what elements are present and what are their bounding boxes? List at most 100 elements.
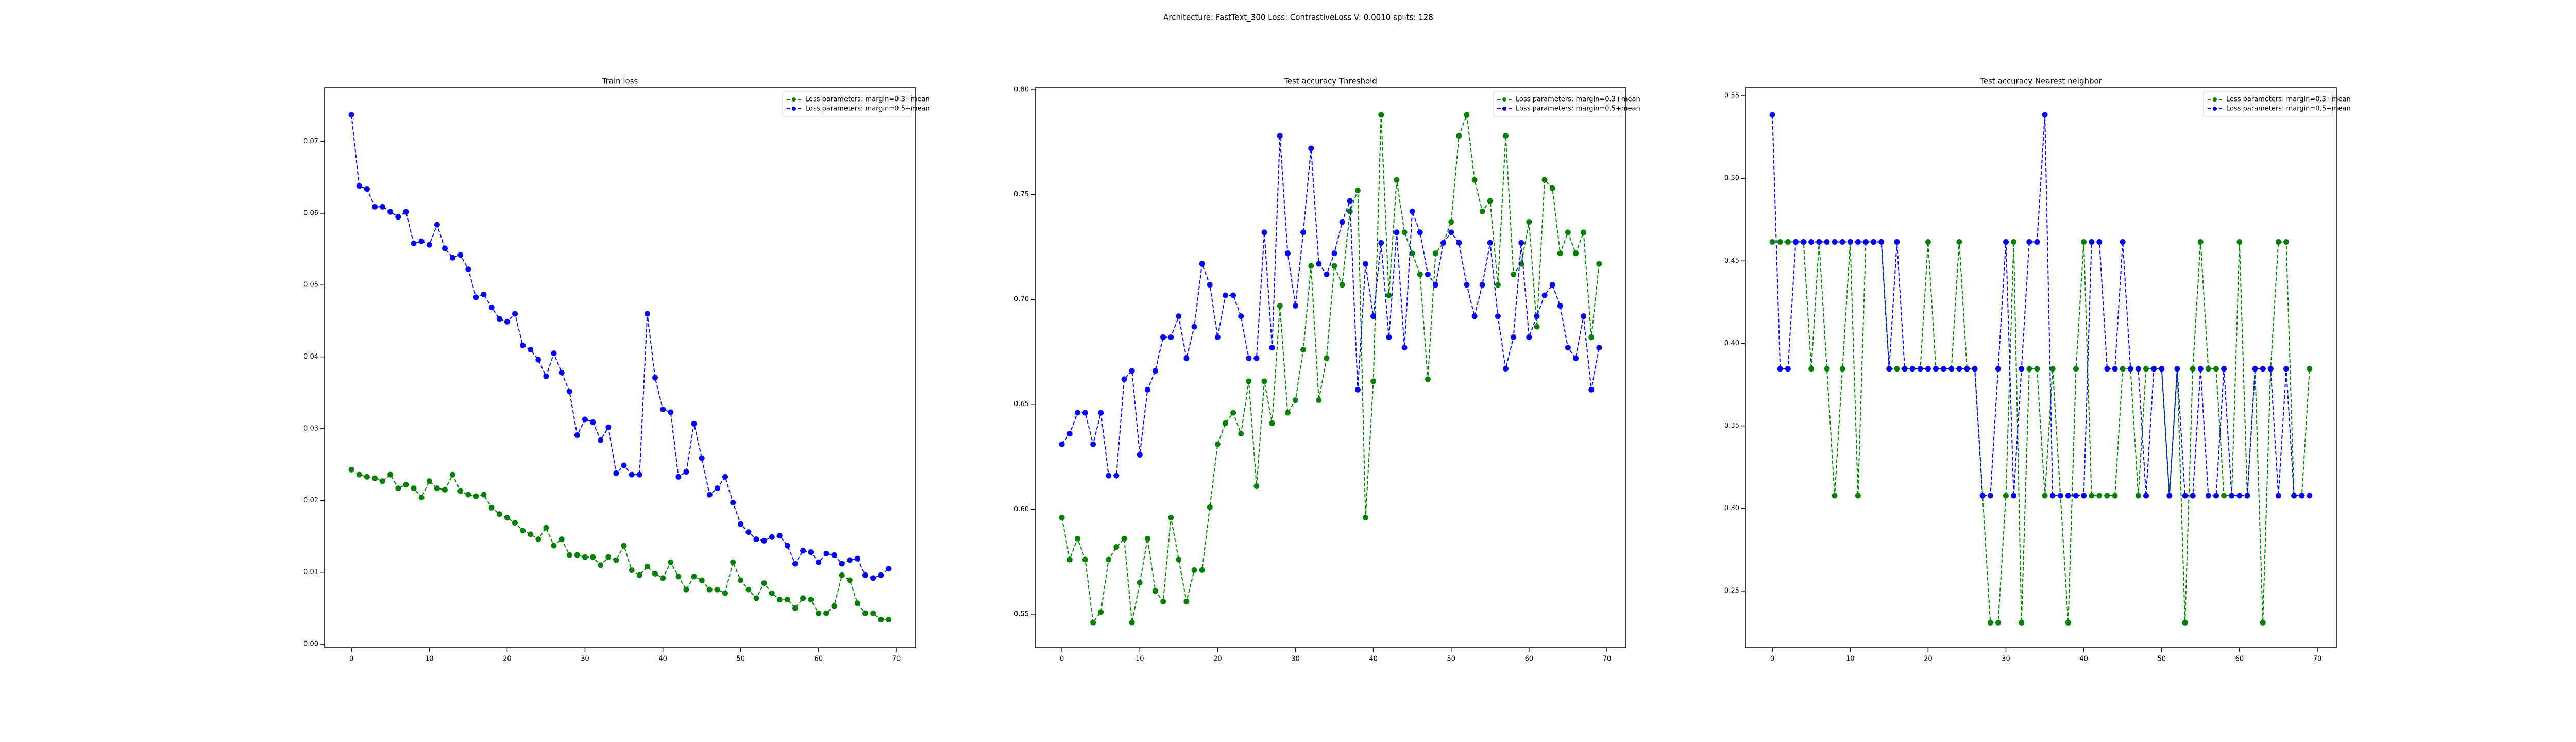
series-line [1061, 136, 1600, 477]
data-point [808, 549, 814, 555]
data-point [2143, 493, 2149, 499]
data-point [1534, 324, 1540, 330]
subplot-title: Train loss [602, 77, 638, 86]
data-point [652, 375, 658, 381]
data-point [504, 515, 510, 521]
data-point [839, 572, 845, 578]
data-point [2019, 619, 2025, 626]
data-point [1417, 229, 1423, 235]
data-point [1824, 366, 1830, 372]
data-point [2190, 366, 2196, 372]
data-point [2120, 239, 2126, 245]
data-point [1972, 366, 1978, 372]
data-point [675, 474, 682, 480]
data-point [1137, 451, 1143, 458]
data-point [2096, 493, 2103, 499]
data-point [1433, 282, 1439, 288]
data-point [846, 577, 853, 583]
data-point [2182, 493, 2188, 499]
data-point [800, 595, 806, 601]
data-point [1152, 368, 1158, 374]
data-point [1292, 302, 1298, 309]
data-point [1378, 112, 1384, 118]
data-point [1871, 239, 1877, 245]
plot-area [1059, 112, 1602, 626]
x-tick-label: 70 [892, 655, 901, 663]
data-point [1987, 619, 1993, 626]
data-point [2307, 493, 2313, 499]
data-point [846, 557, 853, 563]
data-point [1581, 313, 1587, 319]
legend-box [782, 91, 912, 117]
figure-title: Architecture: FastText_300 Loss: Contras… [1163, 13, 1433, 23]
y-tick-label: 0.00 [303, 640, 318, 648]
data-point [2120, 366, 2126, 372]
series-line [351, 469, 889, 620]
data-point [1479, 208, 1485, 214]
data-point [1557, 250, 1563, 257]
data-point [722, 590, 728, 596]
x-tick-label: 10 [425, 655, 434, 663]
legend-label: Loss parameters: margin=0.3+mean [2226, 96, 2351, 104]
data-point [543, 373, 549, 379]
data-point [535, 536, 541, 543]
data-point [2089, 493, 2095, 499]
data-point [590, 419, 596, 425]
data-point [411, 240, 417, 246]
data-point [2197, 366, 2204, 372]
data-point [621, 543, 627, 549]
data-point [520, 342, 526, 348]
data-point [862, 610, 869, 616]
data-point [706, 586, 713, 593]
data-point [1098, 609, 1104, 615]
data-point [2073, 493, 2079, 499]
x-tick-label: 20 [1924, 655, 1933, 663]
data-point [699, 455, 705, 461]
data-point [481, 492, 487, 498]
data-point [1565, 345, 1571, 351]
data-point [371, 475, 378, 481]
data-point [1269, 420, 1275, 426]
data-point [1777, 366, 1783, 372]
data-point [1378, 240, 1384, 246]
data-point [1386, 334, 1392, 340]
data-point [356, 183, 362, 189]
data-point [2042, 112, 2048, 118]
data-point [1246, 355, 1252, 361]
data-point [1987, 493, 1993, 499]
data-point [2127, 366, 2133, 372]
data-point [753, 595, 759, 601]
data-point [652, 570, 658, 577]
y-tick-label: 0.60 [1014, 505, 1029, 513]
data-point [761, 537, 767, 544]
x-tick-label: 60 [815, 655, 823, 663]
subplot: Train loss 0.00 0.01 0.02 0.03 0.04 0.05 0.06 0.… [303, 77, 930, 663]
data-point [1573, 250, 1579, 257]
data-point [1222, 420, 1228, 426]
data-point [1331, 250, 1337, 257]
data-point [823, 550, 829, 556]
data-point [1160, 334, 1166, 340]
data-point [1464, 112, 1470, 118]
data-point [784, 543, 790, 549]
data-point [776, 597, 783, 603]
data-point [1471, 313, 1478, 319]
data-point [1074, 410, 1080, 416]
data-point [2190, 493, 2196, 499]
data-point [668, 409, 674, 415]
data-point [1199, 567, 1205, 573]
y-tick-label: 0.02 [303, 497, 318, 504]
data-point [1565, 229, 1571, 235]
data-point [1394, 177, 1400, 183]
data-point [1191, 567, 1197, 573]
data-point [2236, 493, 2243, 499]
data-point [1941, 366, 1947, 372]
data-point [2042, 493, 2048, 499]
data-point [808, 597, 814, 603]
y-tick-label: 0.04 [303, 353, 318, 361]
data-point [465, 492, 471, 498]
data-point [675, 574, 682, 580]
data-point [380, 204, 386, 210]
data-point [839, 561, 845, 567]
data-point [2112, 366, 2118, 372]
